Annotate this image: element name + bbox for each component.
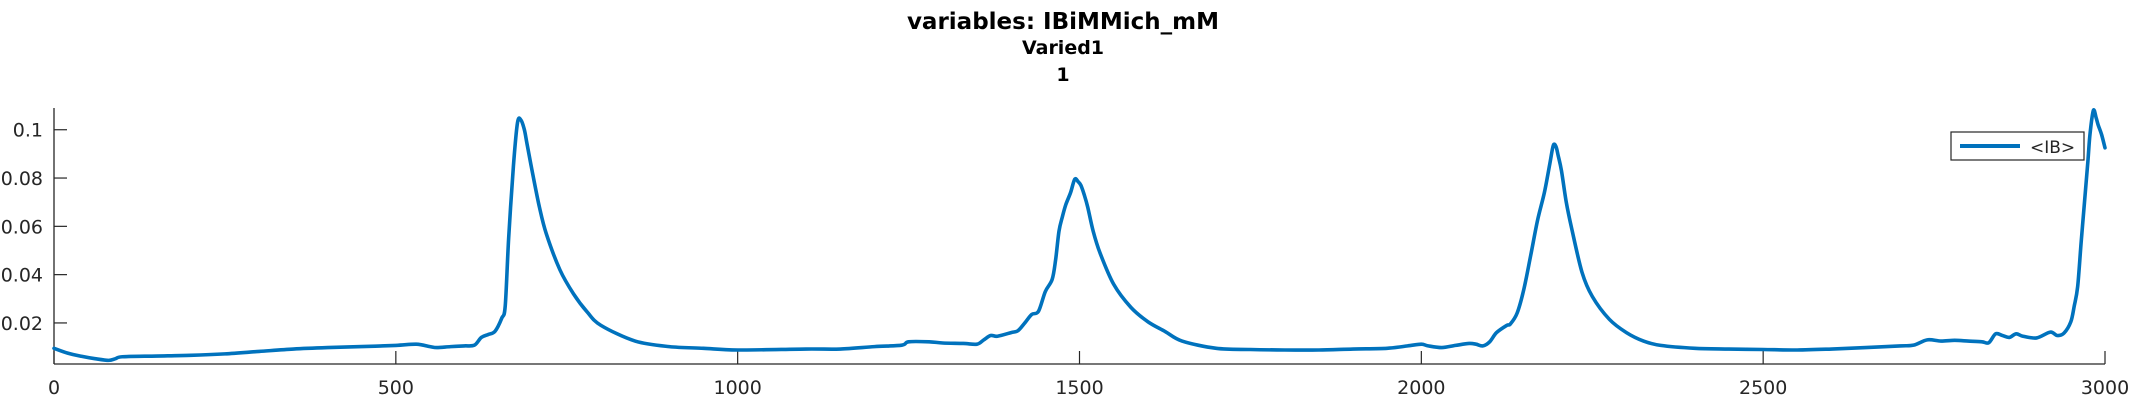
chart-title: variables: IBiMMich_mM Varied1 1 [907,9,1219,86]
y-axis: 0.02 0.04 0.06 0.08 0.1 [1,108,67,364]
series-line-ib [52,108,2107,363]
y-tick-label: 0.1 [13,120,43,142]
y-tick-label: 0.08 [1,168,43,190]
x-tick-label: 500 [378,377,414,399]
x-tick-label: 3000 [2081,377,2129,399]
x-tick-label: 1500 [1055,377,1103,399]
legend-label-ib: <IB> [2030,138,2075,158]
y-tick-label: 0.04 [1,265,43,287]
y-tick-label: 0.06 [1,216,43,238]
y-tick-label: 0.02 [1,313,43,335]
chart-title-line-2: Varied1 [1022,37,1104,59]
series-layer [52,108,2107,363]
chart-title-line-3: 1 [1056,64,1069,86]
chart-title-line-1: variables: IBiMMich_mM [907,9,1219,35]
x-tick-label: 2500 [1739,377,1787,399]
legend: <IB> [1950,131,2085,161]
x-tick-label: 2000 [1397,377,1445,399]
x-axis: 0 500 1000 1500 2000 2500 3000 [48,351,2129,399]
x-tick-label: 1000 [713,377,761,399]
x-tick-label: 0 [48,377,60,399]
